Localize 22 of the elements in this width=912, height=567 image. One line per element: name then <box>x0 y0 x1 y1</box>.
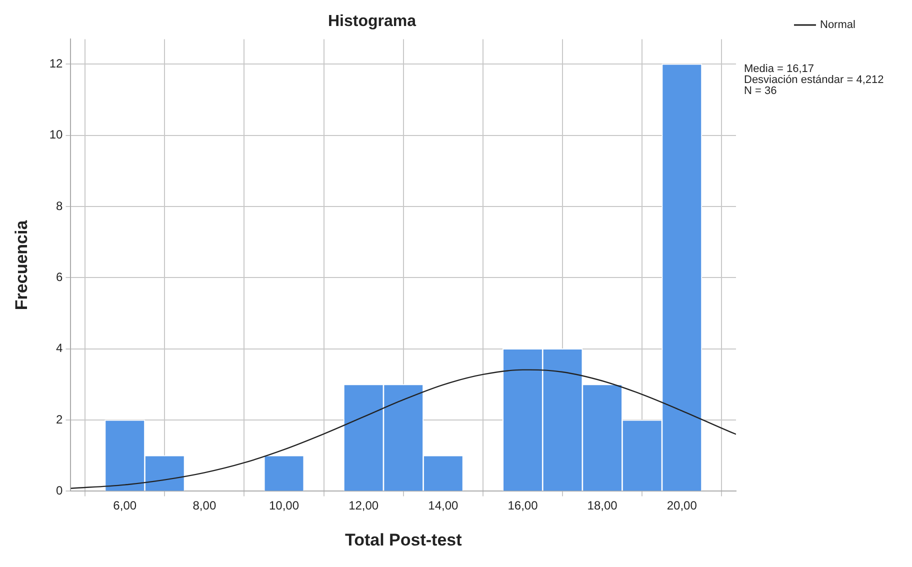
y-tick-label: 2 <box>56 412 64 426</box>
x-tick-label: 8,00 <box>192 498 216 513</box>
x-tick-label: 18,00 <box>587 498 618 513</box>
chart-title: Histograma <box>328 13 416 30</box>
x-tick-label: 12,00 <box>348 498 379 513</box>
text: Media = 16,17 <box>744 63 814 76</box>
y-tick-label: 0 <box>56 484 64 498</box>
x-tick-label: 20,00 <box>666 498 698 513</box>
x-tick-label: 14,00 <box>428 498 458 513</box>
x-tick-label: 10,00 <box>268 498 300 513</box>
text: N = 36 <box>744 85 777 98</box>
y-tick-label: 8 <box>56 198 64 213</box>
legend-label: Normal <box>820 19 856 32</box>
y-tick-label: 4 <box>56 341 64 356</box>
x-tick-label: 16,00 <box>508 498 538 513</box>
y-tick-label: 12 <box>49 56 64 70</box>
x-axis-title: Total Post-test <box>344 530 462 550</box>
y-axis-title: Frecuencia <box>12 220 31 310</box>
x-tick-label: 6,00 <box>113 498 137 513</box>
y-tick-label: 6 <box>56 270 64 284</box>
y-tick-label: 10 <box>49 128 64 142</box>
text: Desviación estándar = 4,212 <box>744 74 884 86</box>
